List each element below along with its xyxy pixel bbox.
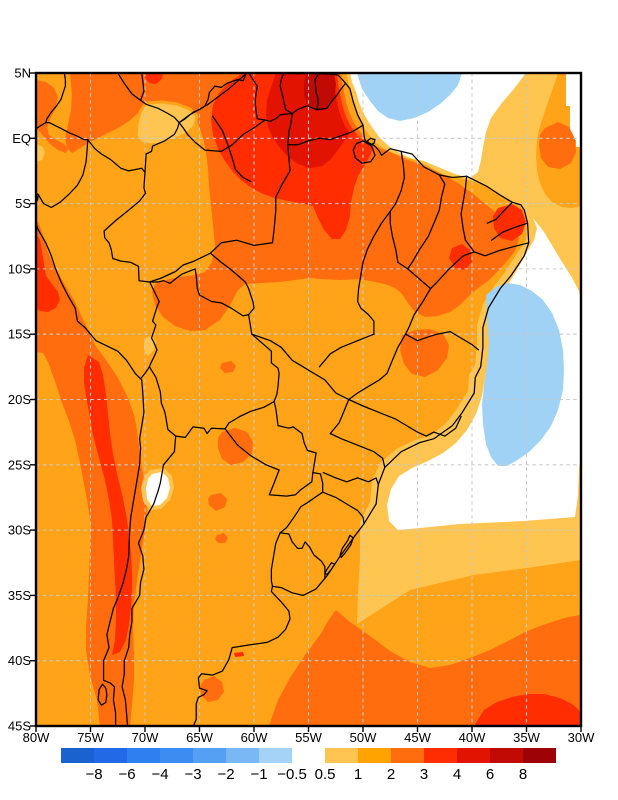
svg-text:45S: 45S xyxy=(8,719,31,734)
svg-text:2: 2 xyxy=(387,766,395,783)
svg-text:15S: 15S xyxy=(8,327,31,342)
svg-text:3: 3 xyxy=(420,766,428,783)
svg-text:40W: 40W xyxy=(459,730,486,745)
svg-text:35S: 35S xyxy=(8,588,31,603)
svg-text:10S: 10S xyxy=(8,261,31,276)
svg-text:55W: 55W xyxy=(295,730,322,745)
svg-text:65W: 65W xyxy=(186,730,213,745)
svg-text:70W: 70W xyxy=(132,730,159,745)
svg-text:5N: 5N xyxy=(14,66,31,81)
svg-text:−6: −6 xyxy=(118,766,135,783)
svg-text:40S: 40S xyxy=(8,653,31,668)
svg-text:−3: −3 xyxy=(184,766,201,783)
svg-text:45W: 45W xyxy=(404,730,431,745)
svg-text:5S: 5S xyxy=(15,196,31,211)
svg-text:25S: 25S xyxy=(8,457,31,472)
svg-text:−4: −4 xyxy=(151,766,168,783)
svg-text:0.5: 0.5 xyxy=(315,766,336,783)
svg-text:80W: 80W xyxy=(23,730,50,745)
svg-text:8: 8 xyxy=(519,766,527,783)
svg-text:75W: 75W xyxy=(77,730,104,745)
svg-text:30S: 30S xyxy=(8,523,31,538)
svg-text:30W: 30W xyxy=(568,730,595,745)
svg-text:60W: 60W xyxy=(241,730,268,745)
svg-text:6: 6 xyxy=(486,766,494,783)
svg-text:4: 4 xyxy=(453,766,461,783)
svg-text:−0.5: −0.5 xyxy=(277,766,307,783)
svg-text:−1: −1 xyxy=(250,766,267,783)
svg-text:50W: 50W xyxy=(350,730,377,745)
svg-text:−8: −8 xyxy=(85,766,102,783)
svg-text:20S: 20S xyxy=(8,392,31,407)
svg-text:−2: −2 xyxy=(217,766,234,783)
svg-text:EQ: EQ xyxy=(12,131,31,146)
svg-text:35W: 35W xyxy=(513,730,540,745)
svg-text:1: 1 xyxy=(354,766,362,783)
